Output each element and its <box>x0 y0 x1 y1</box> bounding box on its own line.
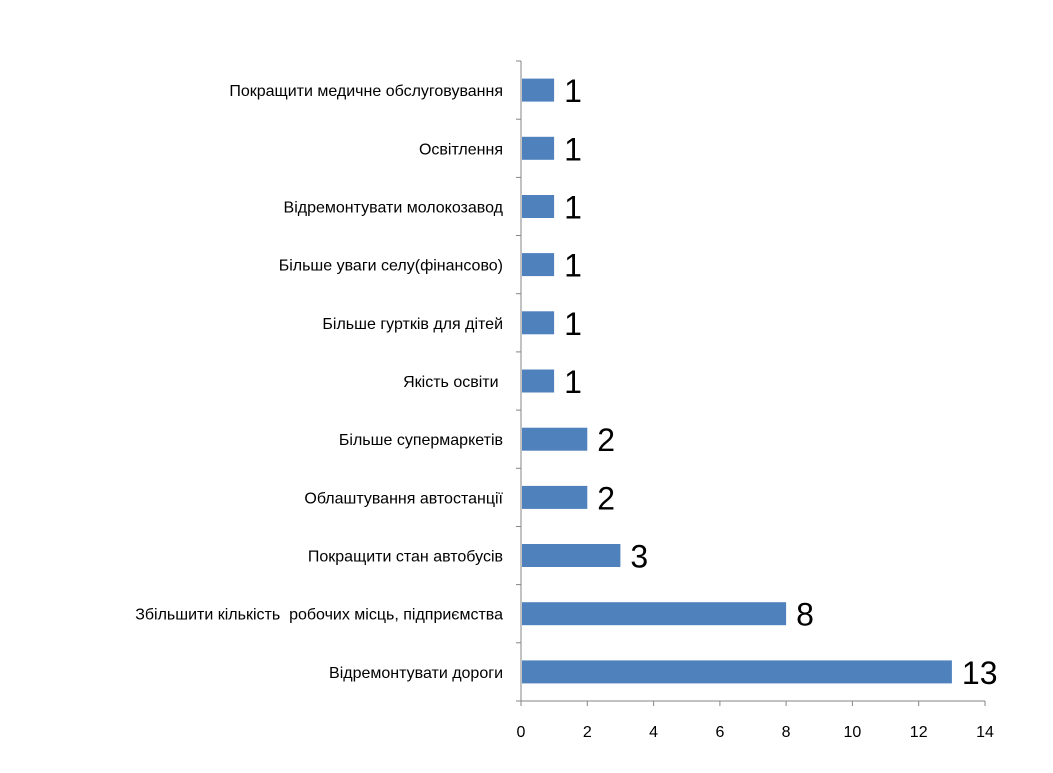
data-label: 1 <box>564 248 582 284</box>
x-tick-label: 0 <box>517 724 526 741</box>
x-tick-label: 2 <box>583 724 592 741</box>
category-label: Покращити медичне обслуговування <box>229 83 503 100</box>
data-label: 13 <box>962 655 998 691</box>
category-label: Якість освіти <box>403 374 503 391</box>
data-label: 1 <box>564 131 582 167</box>
bar <box>522 311 555 335</box>
data-label: 8 <box>796 597 814 633</box>
x-tick-label: 10 <box>844 724 862 741</box>
category-label: Більше супермаркетів <box>339 432 503 449</box>
x-tick-label: 6 <box>715 724 724 741</box>
bar <box>522 136 555 160</box>
data-label: 1 <box>564 364 582 400</box>
data-label: 3 <box>630 539 648 575</box>
bar <box>522 544 621 567</box>
category-label: Більше уваги селу(фінансово) <box>279 258 503 275</box>
bars-layer <box>522 78 952 684</box>
bar <box>522 253 555 277</box>
bar <box>522 369 555 393</box>
x-tick-label: 12 <box>910 724 928 741</box>
data-label: 1 <box>564 73 582 109</box>
bar <box>522 427 588 451</box>
data-label: 1 <box>564 190 582 226</box>
category-label: Більше гуртків для дітей <box>322 316 503 333</box>
category-label: Освітлення <box>419 141 503 158</box>
bar <box>522 485 588 509</box>
labels-layer: Покращити медичне обслуговування 1 Освітле… <box>135 73 997 691</box>
category-label: Відремонтувати молокозавод <box>284 200 504 217</box>
x-tick-label: 8 <box>782 724 791 741</box>
data-label: 2 <box>597 422 615 458</box>
category-label: Покращити стан автобусів <box>308 549 503 566</box>
x-tick-label: 4 <box>649 724 658 741</box>
bar <box>522 195 555 218</box>
bar <box>522 78 555 102</box>
category-label: Відремонтувати дороги <box>329 665 503 682</box>
axes: 0 2 4 6 8 10 12 14 <box>516 60 994 741</box>
category-label: Збільшити кількість робочих місць, підпр… <box>135 607 503 624</box>
data-label: 2 <box>597 480 615 516</box>
bar <box>522 660 952 684</box>
x-tick-label: 14 <box>976 724 994 741</box>
bar <box>522 602 787 626</box>
data-label: 1 <box>564 306 582 342</box>
category-label: Облаштування автостанції <box>304 490 503 507</box>
